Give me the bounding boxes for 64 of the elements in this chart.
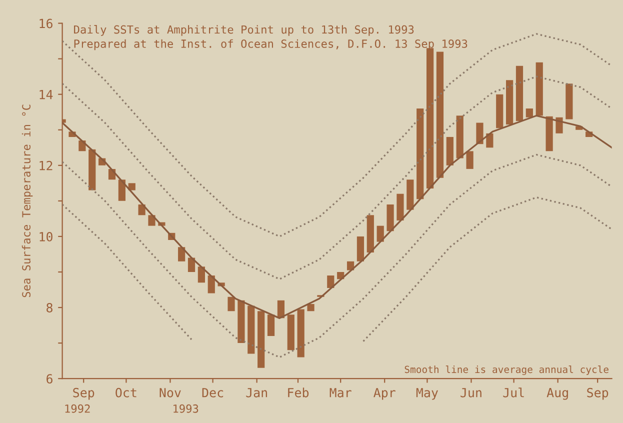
bar <box>376 226 384 242</box>
bar <box>536 62 543 116</box>
y-tick-label: 8 <box>46 303 52 312</box>
y-tick-label: 16 <box>40 18 52 28</box>
x-tick-label: May <box>416 388 438 400</box>
x-tick-label: Sep <box>73 388 94 400</box>
bar <box>386 204 394 232</box>
bar <box>506 80 514 125</box>
bar <box>267 314 275 336</box>
bar <box>496 94 504 128</box>
bar <box>356 236 364 262</box>
bar <box>327 276 334 288</box>
text: Prepared at the Inst. of Ocean Sciences, D.F.O. 13 Sep 1993 <box>74 39 468 50</box>
bar <box>188 258 196 272</box>
bar <box>546 116 553 152</box>
bar <box>228 296 235 312</box>
line-series <box>62 154 612 358</box>
bar <box>476 122 484 144</box>
bar <box>396 194 404 220</box>
x-tick-label: Oct <box>116 388 136 398</box>
x-tick-label: Aug <box>546 388 568 400</box>
x-tick-label: Sep <box>587 388 608 400</box>
annotation: Smooth line is average annual cycle <box>404 366 608 376</box>
bar <box>436 52 444 178</box>
bar <box>258 311 265 368</box>
x-tick-label: Apr <box>374 388 396 400</box>
x-tick-label: Dec <box>202 388 224 398</box>
bar <box>446 136 454 166</box>
x-tick-label: Feb <box>288 388 309 398</box>
bar <box>238 300 245 344</box>
bar <box>178 247 186 262</box>
bar <box>128 183 136 190</box>
bar <box>248 306 255 354</box>
text: 1992 <box>65 404 90 413</box>
text: 1993 <box>174 404 198 413</box>
x-tick-label: Mar <box>330 388 352 398</box>
bar <box>466 151 474 169</box>
bar <box>406 180 414 210</box>
x-tick-label: Jul <box>503 388 524 398</box>
bar <box>287 314 294 350</box>
bar <box>118 180 126 201</box>
x-tick-label: Jan <box>246 388 267 398</box>
x-tick-label: Jun <box>460 388 482 398</box>
bar <box>416 108 424 200</box>
line-series <box>62 76 612 280</box>
bar <box>456 116 464 158</box>
bar <box>208 276 215 294</box>
bar <box>566 84 573 120</box>
bar <box>526 108 533 118</box>
bar <box>366 215 374 252</box>
y-axis-title: Sea Surface Temperature in °C <box>22 104 33 298</box>
line-series <box>62 114 612 320</box>
bar <box>88 149 96 190</box>
bar <box>297 309 304 358</box>
y-tick-label: 12 <box>40 160 52 170</box>
bar <box>516 66 524 121</box>
y-tick-label: 6 <box>46 374 52 384</box>
y-tick-label: 10 <box>40 232 52 242</box>
chart-title: Daily SSTs at Amphitrite Point up to 13th Sep. 1993 <box>74 25 414 36</box>
bar <box>307 304 314 312</box>
x-tick-label: Nov <box>160 388 181 398</box>
y-tick-label: 14 <box>40 90 53 100</box>
bar <box>426 48 434 188</box>
bar <box>198 266 205 283</box>
